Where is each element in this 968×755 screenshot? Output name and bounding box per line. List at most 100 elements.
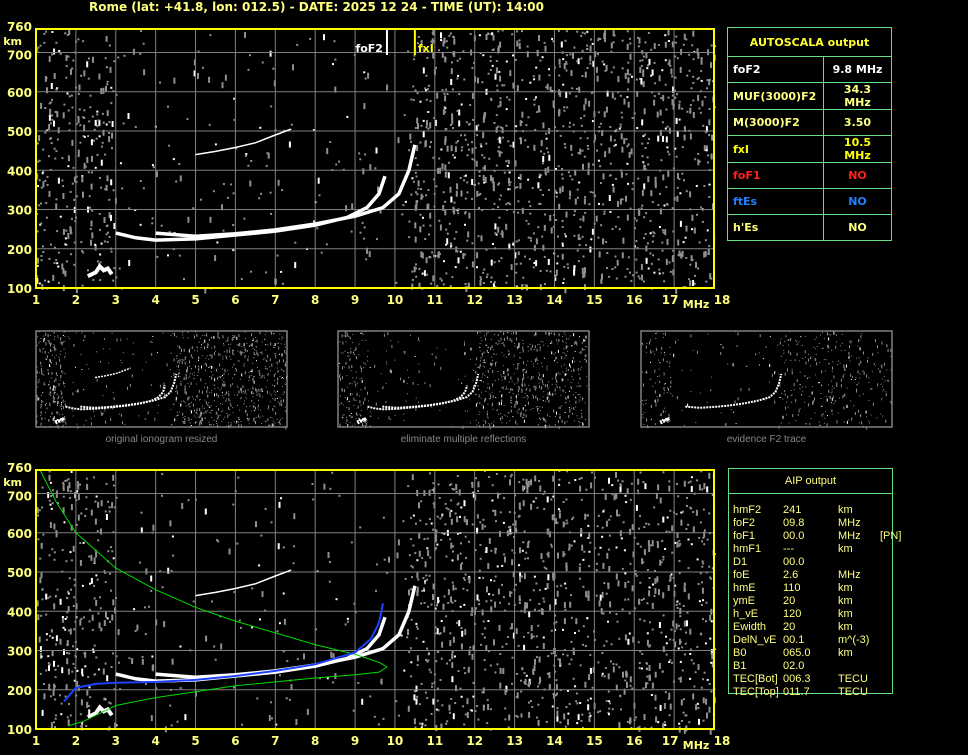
noise-dot <box>53 385 55 387</box>
noise-dot <box>457 212 460 215</box>
noise-dot <box>559 187 562 194</box>
noise-dot <box>180 405 182 407</box>
noise-dot <box>184 423 186 424</box>
noise-dot <box>508 171 511 174</box>
noise-dot <box>425 658 428 661</box>
noise-dot <box>47 334 49 338</box>
noise-dot <box>617 201 619 207</box>
noise-dot <box>355 346 357 350</box>
noise-dot <box>581 49 584 52</box>
noise-dot <box>349 415 351 417</box>
noise-dot <box>283 370 285 372</box>
noise-dot <box>44 131 47 134</box>
noise-dot <box>511 388 513 390</box>
noise-dot <box>98 622 101 629</box>
noise-dot <box>471 179 474 185</box>
noise-dot <box>228 548 231 555</box>
noise-dot <box>118 661 120 664</box>
noise-dot <box>619 483 622 486</box>
noise-dot <box>87 676 90 678</box>
noise-dot <box>114 607 116 614</box>
noise-dot <box>97 539 100 542</box>
noise-dot <box>180 400 182 402</box>
noise-dot <box>92 648 95 651</box>
noise-dot <box>698 536 701 539</box>
noise-dot <box>598 600 601 607</box>
noise-dot <box>104 57 107 60</box>
noise-dot <box>563 602 566 608</box>
noise-dot <box>270 394 272 396</box>
noise-dot <box>414 222 417 229</box>
noise-dot <box>544 213 546 216</box>
noise-dot <box>436 543 439 546</box>
noise-dot <box>188 418 190 422</box>
noise-dot <box>557 552 559 559</box>
noise-dot <box>409 647 412 650</box>
noise-dot <box>427 127 430 130</box>
noise-dot <box>61 179 64 182</box>
noise-dot <box>562 282 565 284</box>
noise-dot <box>417 337 419 341</box>
noise-dot <box>343 366 345 368</box>
noise-dot <box>665 642 668 645</box>
noise-dot <box>692 81 695 84</box>
noise-dot <box>520 713 523 716</box>
noise-dot <box>483 659 486 662</box>
noise-dot <box>630 279 633 282</box>
noise-dot <box>53 721 55 724</box>
noise-dot <box>59 52 62 55</box>
noise-dot <box>504 556 506 563</box>
noise-dot <box>91 628 94 631</box>
noise-dot <box>612 663 615 665</box>
noise-dot <box>627 182 630 185</box>
noise-dot <box>370 415 372 417</box>
noise-dot <box>222 368 224 370</box>
noise-dot <box>704 250 707 257</box>
noise-dot <box>580 527 583 534</box>
noise-dot <box>498 260 501 263</box>
noise-dot <box>518 386 520 388</box>
noise-dot <box>490 397 491 399</box>
noise-dot <box>419 226 422 233</box>
noise-dot <box>421 724 424 727</box>
noise-dot <box>441 515 444 518</box>
noise-dot <box>265 271 268 274</box>
noise-dot <box>611 493 614 496</box>
noise-dot <box>460 627 463 629</box>
noise-dot <box>626 214 629 221</box>
noise-dot <box>347 424 349 428</box>
x-tick-label: 2 <box>72 734 80 748</box>
noise-dot <box>95 495 98 498</box>
noise-dot <box>53 381 55 383</box>
noise-dot <box>284 406 286 408</box>
noise-dot <box>438 157 441 160</box>
noise-dot <box>460 563 462 570</box>
noise-dot <box>642 55 645 58</box>
noise-dot <box>47 596 50 599</box>
noise-dot <box>549 215 552 221</box>
noise-dot <box>424 691 427 694</box>
noise-dot <box>115 496 118 499</box>
noise-dot <box>524 284 527 287</box>
noise-dot <box>542 643 545 649</box>
noise-dot <box>253 405 255 409</box>
noise-dot <box>53 147 56 150</box>
noise-dot <box>47 340 49 342</box>
noise-dot <box>503 344 505 346</box>
noise-dot <box>547 574 550 581</box>
noise-dot <box>587 147 590 150</box>
noise-dot <box>410 140 412 143</box>
noise-dot <box>646 67 649 70</box>
noise-dot <box>638 277 641 280</box>
noise-dot <box>245 411 247 413</box>
noise-dot <box>208 344 210 346</box>
noise-dot <box>55 198 58 201</box>
noise-dot <box>453 488 455 491</box>
noise-dot <box>574 360 576 362</box>
noise-dot <box>53 396 55 400</box>
noise-dot <box>599 710 602 713</box>
noise-dot <box>277 363 279 365</box>
noise-dot <box>100 159 103 166</box>
noise-dot <box>375 563 378 566</box>
noise-dot <box>483 359 485 361</box>
